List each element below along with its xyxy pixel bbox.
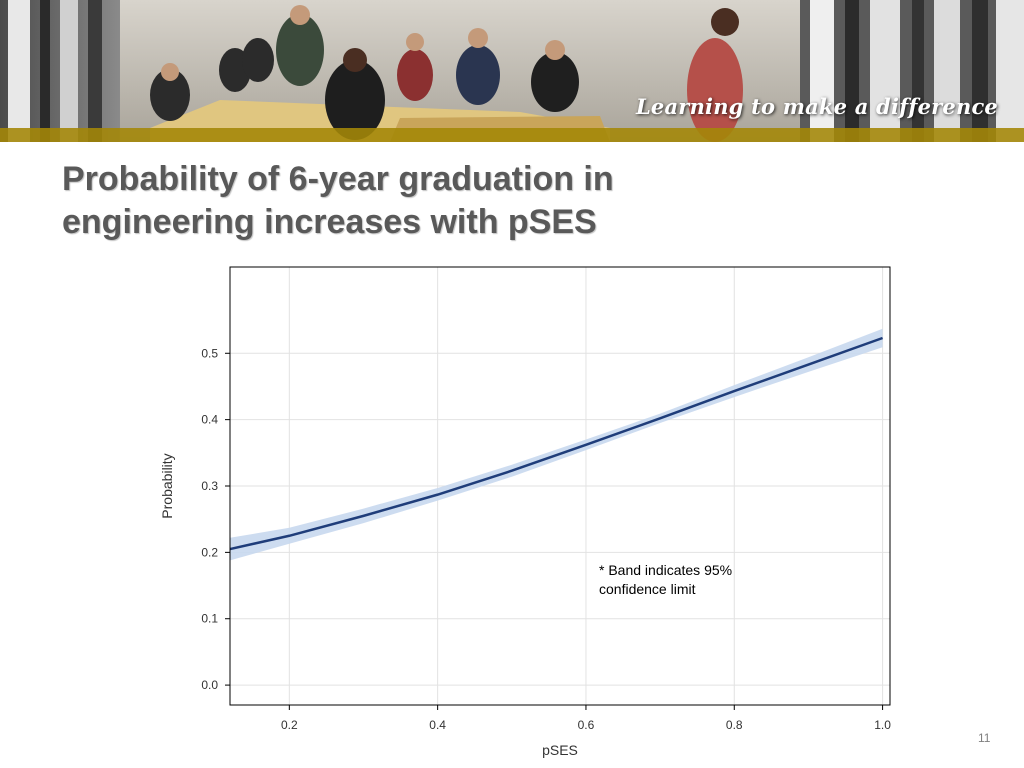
y-tick-label: 0.2 — [201, 545, 218, 559]
y-tick-label: 0.3 — [201, 479, 218, 493]
y-tick-label: 0.0 — [201, 678, 218, 692]
x-axis-ticks: 0.2 0.4 0.6 0.8 1.0 — [281, 705, 891, 732]
note-line-2: confidence limit — [599, 581, 696, 597]
y-axis-title: Probability — [159, 453, 175, 518]
x-axis-title: pSES — [542, 742, 578, 758]
chart-grid — [230, 267, 890, 705]
x-tick-label: 0.2 — [281, 718, 298, 732]
confidence-band — [230, 328, 883, 561]
probability-line-chart: 0.00.10.20.30.40.5 0.2 0.4 0.6 0.8 1.0 pSES … — [159, 266, 891, 758]
x-tick-label: 0.4 — [429, 718, 446, 732]
y-tick-label: 0.4 — [201, 413, 218, 427]
y-tick-label: 0.5 — [201, 346, 218, 360]
title-line-1: Probability of 6-year graduation in — [62, 160, 614, 198]
slide-title: Probability of 6-year graduation in engi… — [62, 158, 822, 244]
probability-series-line — [229, 336, 884, 551]
header-banner: Learning to make a difference — [0, 0, 1024, 142]
title-line-2: engineering increases with pSES — [62, 203, 597, 241]
y-axis-ticks: 0.0 0.1 0.2 0.3 0.4 0.5 — [201, 346, 230, 692]
students-in-classroom-photo — [0, 0, 1024, 142]
x-tick-label: 0.6 — [578, 718, 595, 732]
note-line-1: * Band indicates 95% — [599, 562, 733, 578]
confidence-band-layer — [230, 328, 883, 561]
banner-tagline: Learning to make a difference — [635, 94, 998, 119]
series-line-layer — [229, 336, 884, 551]
confidence-note: * Band indicates 95% confidence limit — [599, 561, 732, 599]
x-tick-label: 0.8 — [726, 718, 743, 732]
x-tick-label: 1.0 — [874, 718, 891, 732]
slide-number: 11 — [978, 731, 991, 745]
y-tick-label: 0.1 — [201, 612, 218, 626]
